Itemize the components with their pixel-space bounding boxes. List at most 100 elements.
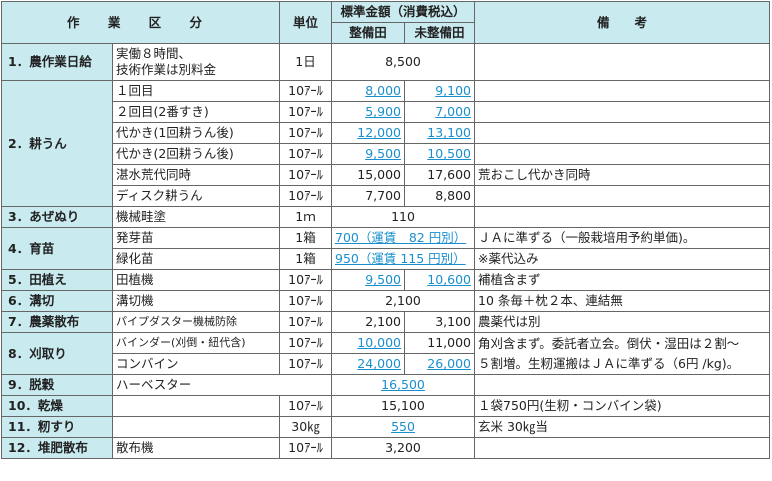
- note-cell: [474, 80, 770, 102]
- amount-cell: 3,200: [331, 437, 475, 459]
- seibi-cell[interactable]: 10,000: [331, 332, 405, 354]
- price-link[interactable]: 24,000: [357, 356, 401, 371]
- unit-cell: 10ｱｰﾙ: [279, 332, 332, 354]
- header-miseibi: 未整備田: [404, 22, 475, 44]
- table-row: 2．耕うん １回目 10ｱｰﾙ 8,000 9,100: [1, 80, 770, 207]
- item-cell: 代かき(2回耕うん後): [112, 143, 280, 165]
- amount-cell: 2,100: [331, 290, 475, 312]
- header-work-category: 作 業 区 分: [1, 1, 280, 44]
- seibi-cell: 2,100: [331, 311, 405, 333]
- unit-cell: 10ｱｰﾙ: [279, 437, 332, 459]
- note-cell: １袋750円(生籾・コンバイン袋): [474, 395, 770, 417]
- note-cell: 農薬代は別: [474, 311, 770, 333]
- price-link[interactable]: 12,000: [357, 125, 401, 140]
- note-line: 角刈含まず。委託者立会。倒伏・湿田は２割〜: [478, 335, 740, 351]
- miseibi-cell[interactable]: 26,000: [404, 353, 475, 375]
- price-link[interactable]: 13,100: [427, 125, 471, 140]
- item-cell: 発芽苗: [112, 227, 280, 249]
- price-link[interactable]: 26,000: [427, 356, 471, 371]
- table-row: 12．堆肥散布 散布機 10ｱｰﾙ 3,200: [1, 437, 770, 459]
- seibi-cell[interactable]: 8,000: [331, 80, 405, 102]
- price-table: 作 業 区 分 単位 標準金額（消費税込） 備 考 整備田 未整備田 1．農作業…: [1, 1, 770, 459]
- category-cell: 7．農薬散布: [1, 311, 113, 333]
- price-link[interactable]: 10,600: [427, 272, 471, 287]
- table-row: 6．溝切 溝切機 10ｱｰﾙ 2,100 10 条毎＋枕２本、連結無: [1, 290, 770, 312]
- price-link[interactable]: 9,500: [365, 272, 401, 287]
- price-link[interactable]: 8,000: [365, 83, 401, 98]
- price-link[interactable]: 5,900: [365, 104, 401, 119]
- category-cell: 9．脱穀: [1, 374, 113, 396]
- seibi-cell[interactable]: 12,000: [331, 122, 405, 144]
- table-row: 緑化苗 1箱 950（運賃 115 円別） ※薬代込み: [2, 248, 770, 270]
- unit-cell: 1箱: [279, 227, 332, 249]
- table-row: 代かき(1回耕うん後) 10ｱｰﾙ 12,000 13,100: [2, 122, 770, 144]
- category-cell: 1．農作業日給: [1, 43, 113, 81]
- price-link[interactable]: 950（運賃 115 円別）: [335, 251, 466, 266]
- note-cell: ＪＡに準ずる（一般栽培用予約単価)。: [474, 227, 770, 249]
- miseibi-cell[interactable]: 13,100: [404, 122, 475, 144]
- table-row: ディスク耕うん 10ｱｰﾙ 7,700 8,800: [2, 185, 770, 207]
- category-cell: 3．あぜぬり: [1, 206, 113, 228]
- unit-cell: 10ｱｰﾙ: [279, 143, 332, 165]
- price-link[interactable]: 9,500: [365, 146, 401, 161]
- price-link[interactable]: 9,100: [435, 83, 471, 98]
- note-cell: [474, 206, 770, 228]
- header-seibi: 整備田: [331, 22, 405, 44]
- category-cell: 5．田植え: [1, 269, 113, 291]
- amount-cell[interactable]: 950（運賃 115 円別）: [331, 248, 475, 270]
- miseibi-cell[interactable]: 10,500: [404, 143, 475, 165]
- seibi-cell[interactable]: 5,900: [331, 101, 405, 123]
- price-link[interactable]: 550: [391, 419, 415, 434]
- amount-cell: 110: [331, 206, 475, 228]
- price-link[interactable]: 10,000: [357, 335, 401, 350]
- table-row: 11．籾すり 30㎏ 550 玄米 30㎏当: [1, 416, 770, 438]
- unit-cell: 10ｱｰﾙ: [279, 80, 332, 102]
- miseibi-cell: 3,100: [404, 311, 475, 333]
- item-cell: ハーベスター: [112, 374, 332, 396]
- unit-cell: 10ｱｰﾙ: [279, 101, 332, 123]
- table-row: ２回目(2番すき) 10ｱｰﾙ 5,900 7,000: [2, 101, 770, 123]
- item-cell: 溝切機: [112, 290, 280, 312]
- category-cell: 2．耕うん: [1, 80, 113, 207]
- seibi-cell[interactable]: 9,500: [331, 269, 405, 291]
- category-cell: 4．育苗: [1, 227, 113, 270]
- unit-cell: 10ｱｰﾙ: [279, 122, 332, 144]
- item-cell: バインダー(刈倒・紐代含): [112, 332, 280, 354]
- table-row: 1．農作業日給 実働８時間、 技術作業は別料金 1日 8,500: [1, 43, 770, 81]
- miseibi-cell[interactable]: 10,600: [404, 269, 475, 291]
- miseibi-cell[interactable]: 7,000: [404, 101, 475, 123]
- unit-cell: 10ｱｰﾙ: [279, 185, 332, 207]
- price-link[interactable]: 10,500: [427, 146, 471, 161]
- note-cell: 10 条毎＋枕２本、連結無: [474, 290, 770, 312]
- category-cell: 12．堆肥散布: [1, 437, 113, 459]
- item-cell: コンバイン: [112, 353, 280, 375]
- item-cell: パイプダスター機械防除: [112, 311, 280, 333]
- category-cell: 11．籾すり: [1, 416, 113, 438]
- note-cell: [474, 437, 770, 459]
- price-link[interactable]: 700（運賃 82 円別）: [335, 230, 467, 245]
- seibi-cell[interactable]: 9,500: [331, 143, 405, 165]
- item-cell: ２回目(2番すき): [112, 101, 280, 123]
- seibi-cell: 7,700: [331, 185, 405, 207]
- note-cell: 荒おこし代かき同時: [474, 164, 770, 186]
- table-row: 10．乾燥 10ｱｰﾙ 15,100 １袋750円(生籾・コンバイン袋): [1, 395, 770, 417]
- amount-cell: 15,100: [331, 395, 475, 417]
- unit-cell: 1ｍ: [279, 206, 332, 228]
- amount-cell[interactable]: 550: [331, 416, 475, 438]
- item-cell: 田植機: [112, 269, 280, 291]
- price-link[interactable]: 7,000: [435, 104, 471, 119]
- seibi-cell[interactable]: 24,000: [331, 353, 405, 375]
- item-cell: 湛水荒代同時: [112, 164, 280, 186]
- seibi-cell: 15,000: [331, 164, 405, 186]
- note-cell: ※薬代込み: [474, 248, 770, 270]
- amount-cell[interactable]: 700（運賃 82 円別）: [331, 227, 475, 249]
- amount-cell[interactable]: 16,500: [331, 374, 475, 396]
- price-link[interactable]: 16,500: [381, 377, 425, 392]
- item-cell: 散布機: [112, 437, 280, 459]
- unit-cell: 1箱: [279, 248, 332, 270]
- table-row: 9．脱穀 ハーベスター 16,500: [1, 374, 770, 396]
- miseibi-cell[interactable]: 9,100: [404, 80, 475, 102]
- miseibi-cell: 8,800: [404, 185, 475, 207]
- note-cell: 角刈含まず。委託者立会。倒伏・湿田は２割〜 ５割増。生籾運搬はＪＡに準ずる（6円…: [474, 332, 770, 375]
- table-row: 湛水荒代同時 10ｱｰﾙ 15,000 17,600 荒おこし代かき同時: [2, 164, 770, 186]
